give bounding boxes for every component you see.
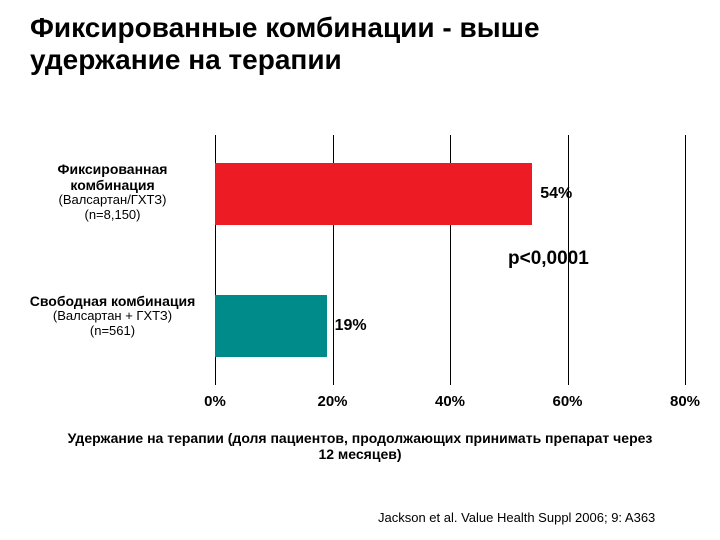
plot-area: 0%20%40%60%80%54%19%	[215, 135, 685, 385]
category-label-fixed: Фиксированнаякомбинация(Валсартан/ГХТЗ)(…	[15, 161, 210, 223]
category-line4: (n=8,150)	[15, 208, 210, 223]
x-tick-label: 40%	[435, 393, 465, 410]
slide-title: Фиксированные комбинации - выше удержани…	[30, 12, 690, 76]
category-line2: комбинация	[15, 177, 210, 193]
retention-chart: 0%20%40%60%80%54%19%	[215, 135, 685, 385]
bar-value-free: 19%	[335, 317, 367, 335]
category-line3: (Валсартан + ГХТЗ)	[15, 309, 210, 324]
slide: Фиксированные комбинации - выше удержани…	[0, 0, 720, 540]
gridline	[685, 135, 686, 385]
x-tick-label: 0%	[204, 393, 226, 410]
category-label-free: Свободная комбинация(Валсартан + ГХТЗ)(n…	[15, 293, 210, 339]
x-tick-label: 60%	[552, 393, 582, 410]
x-axis-caption: Удержание на терапии (доля пациентов, пр…	[60, 430, 660, 462]
citation: Jackson et al. Value Health Suppl 2006; …	[378, 510, 655, 525]
bar-fixed	[215, 163, 532, 225]
x-tick-label: 80%	[670, 393, 700, 410]
x-tick-label: 20%	[317, 393, 347, 410]
category-line3: (Валсартан/ГХТЗ)	[15, 193, 210, 208]
bar-free	[215, 295, 327, 357]
category-line1: Свободная комбинация	[15, 293, 210, 309]
bar-value-fixed: 54%	[540, 185, 572, 203]
category-line1: Фиксированная	[15, 161, 210, 177]
p-value-annotation: p<0,0001	[508, 248, 589, 270]
category-line4: (n=561)	[15, 324, 210, 339]
